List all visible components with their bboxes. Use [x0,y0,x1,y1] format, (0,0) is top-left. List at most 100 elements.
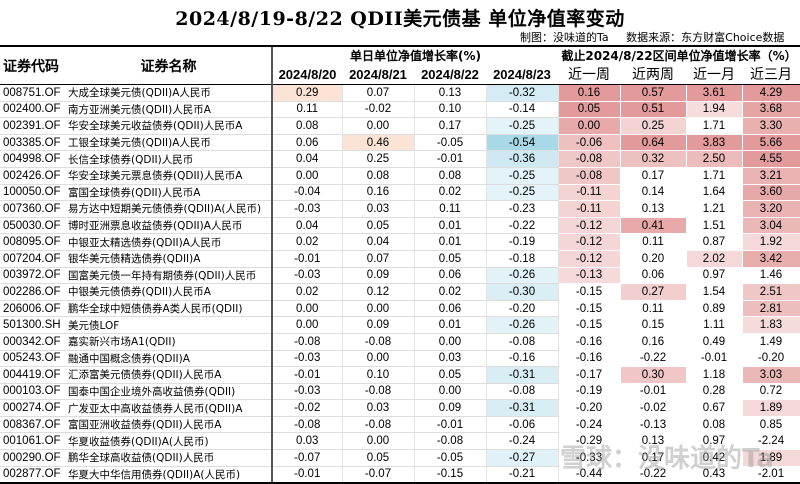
fund-code: 008751.OF [0,84,66,102]
fund-name: 中银美元债债券(QDII)人民币A [66,283,273,301]
daily-change-cell: 0.08 [342,167,415,185]
fund-name: 富国全球债券(QDII)人民币A [66,184,273,202]
header-interval-period: 近一周 [558,64,620,85]
fund-name: 南方亚洲美元债(QDII)人民币A [66,101,273,119]
header-daily-date: 2024/8/22 [414,64,486,85]
fund-name: 嘉实新兴市场A1(QDII) [66,333,273,351]
fund-code: 002426.OF [0,167,66,185]
table-row: 007360.OF 易方达中短期美元债债券(QDII)A(人民币) -0.03 0.0… [0,200,800,218]
interval-change-cell: -0.19 [558,383,621,401]
interval-change-cell: -0.20 [742,350,800,368]
fund-code: 008095.OF [0,233,66,251]
interval-change-cell: 1.89 [742,399,800,417]
daily-change-cell: 0.00 [342,117,415,135]
daily-change-cell: -0.08 [342,333,415,351]
daily-change-cell: 0.09 [342,316,415,334]
header-code: 证券代码 [0,47,66,85]
interval-change-cell: 0.16 [620,333,687,351]
interval-change-cell: 0.85 [742,416,800,434]
fund-code: 003385.OF [0,134,66,152]
interval-change-cell: 3.30 [742,117,800,135]
interval-change-cell: 2.02 [686,250,743,268]
table-row: 003972.OF 国富美元债一年持有期债券(QDII)人民币 -0.03 0.09 0… [0,267,800,285]
interval-change-cell: 4.29 [742,84,800,102]
daily-change-cell: -0.03 [272,267,343,285]
fund-name: 博时亚洲票息收益债券(QDII)A人民币 [66,217,273,235]
daily-change-cell: -0.14 [486,101,559,119]
interval-change-cell: -0.24 [558,416,621,434]
daily-change-cell: -0.01 [414,416,487,434]
header-name: 证券名称 [66,47,273,85]
daily-change-cell: 0.02 [272,283,343,301]
table-row: 002391.OF 华安全球美元收益债券(QDII)人民币A 0.08 0.00 0.1… [0,117,800,135]
header-interval-period: 近三月 [742,64,800,85]
interval-change-cell: 0.97 [686,432,743,451]
interval-change-cell: 0.25 [620,117,687,135]
fund-name: 国富美元债一年持有期债券(QDII)人民币 [66,267,273,285]
interval-change-cell: 3.21 [742,167,800,185]
daily-change-cell: 0.04 [342,233,415,251]
interval-change-cell: -2.01 [742,466,800,484]
header-interval-period: 近一月 [686,64,742,85]
fund-name: 汇添富美元债债券(QDII)人民币A [66,366,273,384]
chart-maker: 制图：没味道的Ta [520,31,609,44]
fund-name: 华夏大中华信用债券(QDII)A(人民币) [66,466,273,484]
fund-code: 008367.OF [0,416,66,434]
fund-name: 华安全球美元收益债券(QDII)人民币A [66,117,273,135]
table-row: 000103.OF 国泰中国企业境外高收益债券(QDII) -0.03 -0.08 0.… [0,383,800,401]
daily-change-cell: -0.25 [486,117,559,135]
fund-code: 007204.OF [0,250,66,268]
daily-change-cell: 0.03 [272,432,343,451]
daily-change-cell: -0.07 [272,449,343,467]
interval-change-cell: 3.61 [686,84,743,102]
interval-change-cell: 0.13 [620,432,687,451]
fund-name: 广发亚太中高收益债券人民币(QDII)A [66,399,273,417]
interval-change-cell: -0.22 [620,350,687,368]
interval-change-cell: 0.64 [620,134,687,152]
table-row: 008367.OF 富国亚洲收益债券(QDII)人民币A -0.08 -0.08 -0.… [0,416,800,434]
fund-table: 证券代码 证券名称 单日单位净值增长率(%) 截止2024/8/22区间单位净值… [0,47,800,484]
interval-change-cell: -0.44 [558,466,621,484]
daily-change-cell: 0.13 [414,84,487,102]
daily-change-cell: -0.01 [272,250,343,268]
interval-change-cell: 1.89 [742,449,800,467]
daily-change-cell: -0.08 [414,432,487,451]
interval-change-cell: 0.28 [686,383,743,401]
daily-change-cell: 0.00 [272,316,343,334]
interval-change-cell: 3.20 [742,200,800,218]
daily-change-cell: -0.03 [272,200,343,218]
data-source: 数据来源：东方财富Choice数据 [626,31,785,44]
top-divider [0,45,800,47]
interval-change-cell: 3.60 [742,184,800,202]
daily-change-cell: -0.08 [342,383,415,401]
interval-change-cell: 0.15 [620,316,687,334]
interval-change-cell: 0.11 [620,300,687,318]
fund-name: 中银亚太精选债券(QDII)A人民币 [66,233,273,251]
header-daily-date: 2024/8/21 [342,64,414,85]
daily-change-cell: 0.11 [414,200,487,218]
interval-change-cell: 1.54 [686,283,743,301]
fund-code: 000342.OF [0,333,66,351]
fund-code: 004419.OF [0,366,66,384]
daily-change-cell: -0.01 [272,466,343,484]
fund-code: 002391.OF [0,117,66,135]
fund-name: 鹏华全球高收益债(QDII)人民币 [66,449,273,467]
daily-change-cell: -0.08 [486,383,559,401]
header-daily-date: 2024/8/20 [272,64,342,85]
interval-change-cell: 1.51 [686,217,743,235]
interval-change-cell: 0.11 [620,233,687,251]
daily-change-cell: -0.31 [486,399,559,417]
daily-change-cell: 0.00 [342,350,415,368]
interval-change-cell: 0.17 [620,167,687,185]
interval-change-cell: -0.02 [620,399,687,417]
table-row: 002426.OF 华安全球美元票息债券(QDII)人民币A 0.00 0.08 0.0… [0,167,800,185]
daily-change-cell: -0.02 [342,101,415,119]
daily-change-cell: -0.30 [486,283,559,301]
interval-change-cell: -0.08 [558,150,621,168]
interval-change-cell: 5.66 [742,134,800,152]
table-row: 501300.SH 美元债LOF 0.00 0.09 0.01 -0.26 -0.15 0.1… [0,316,800,334]
daily-change-cell: 0.10 [414,101,487,119]
fund-code: 000274.OF [0,399,66,417]
fund-name: 华安全球美元票息债券(QDII)人民币A [66,167,273,185]
daily-change-cell: 0.09 [414,399,487,417]
